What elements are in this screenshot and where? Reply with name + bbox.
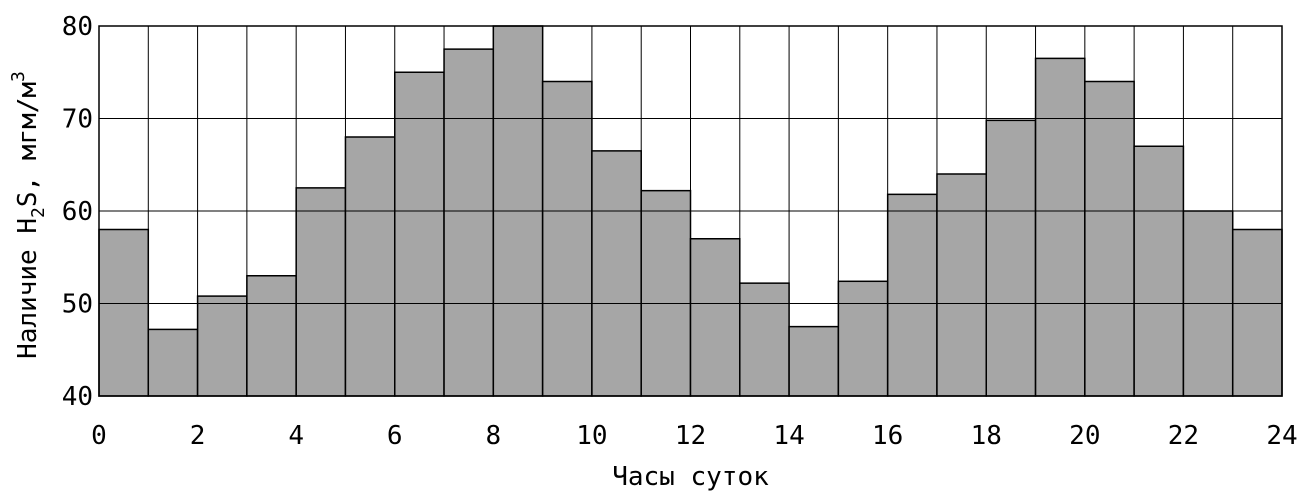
y-tick-label: 40: [62, 382, 93, 412]
bar-hour-7: [443, 48, 495, 397]
bar-hour-18: [985, 119, 1037, 397]
y-axis-title-mid: S, мгм/м: [13, 82, 43, 207]
bar-hour-13: [739, 282, 790, 397]
bar-hour-0: [98, 228, 150, 397]
bar-hour-10: [591, 150, 642, 397]
x-axis-title: Часы суток: [612, 462, 769, 492]
bar-hour-14: [788, 325, 840, 397]
x-tick-labels: 0 2 4 6 8 10 12 14 16 18 20 22 24: [91, 421, 1297, 451]
bar-hour-9: [541, 80, 593, 397]
x-tick-label: 24: [1266, 421, 1297, 451]
plot-frame: [98, 25, 1283, 397]
bar-hour-3: [246, 275, 297, 397]
x-tick-label: 6: [387, 421, 403, 451]
bar-hour-23: [1231, 228, 1283, 397]
bar-hour-6: [394, 71, 445, 397]
bar-hour-5: [344, 136, 396, 397]
bar-hour-19: [1034, 57, 1086, 397]
bar-hour-1: [147, 328, 199, 397]
bar-hour-12: [689, 238, 741, 397]
x-tick-label: 8: [486, 421, 502, 451]
x-tick-label: 22: [1168, 421, 1199, 451]
y-tick-label: 50: [62, 290, 93, 320]
bar-hour-2: [196, 295, 248, 397]
x-tick-label: 20: [1069, 421, 1100, 451]
bar-hour-16: [886, 193, 938, 397]
y-axis-title-pre: Наличие H: [13, 218, 43, 359]
bar-hour-20: [1084, 80, 1135, 397]
x-tick-label: 4: [288, 421, 304, 451]
y-tick-label: 80: [62, 12, 93, 42]
y-axis-title: Наличие H2S, мгм/м3: [8, 71, 49, 359]
x-tick-label: 14: [773, 421, 804, 451]
bar-hour-15: [837, 280, 889, 397]
x-tick-label: 0: [91, 421, 107, 451]
y-axis-title-sub: 2: [28, 207, 49, 218]
bar-hour-17: [936, 173, 987, 397]
bar-hour-4: [295, 187, 347, 397]
y-axis-title-sup: 3: [8, 71, 29, 82]
bars-group: [98, 25, 1283, 397]
bar-hour-21: [1133, 145, 1185, 397]
y-tick-label: 70: [62, 105, 93, 135]
x-tick-label: 2: [190, 421, 206, 451]
x-tick-label: 16: [872, 421, 903, 451]
y-tick-labels: 40 50 60 70 80: [62, 12, 93, 412]
x-tick-label: 10: [576, 421, 607, 451]
x-tick-label: 12: [675, 421, 706, 451]
bar-hour-11: [640, 189, 692, 397]
y-tick-label: 60: [62, 197, 93, 227]
x-tick-label: 18: [971, 421, 1002, 451]
